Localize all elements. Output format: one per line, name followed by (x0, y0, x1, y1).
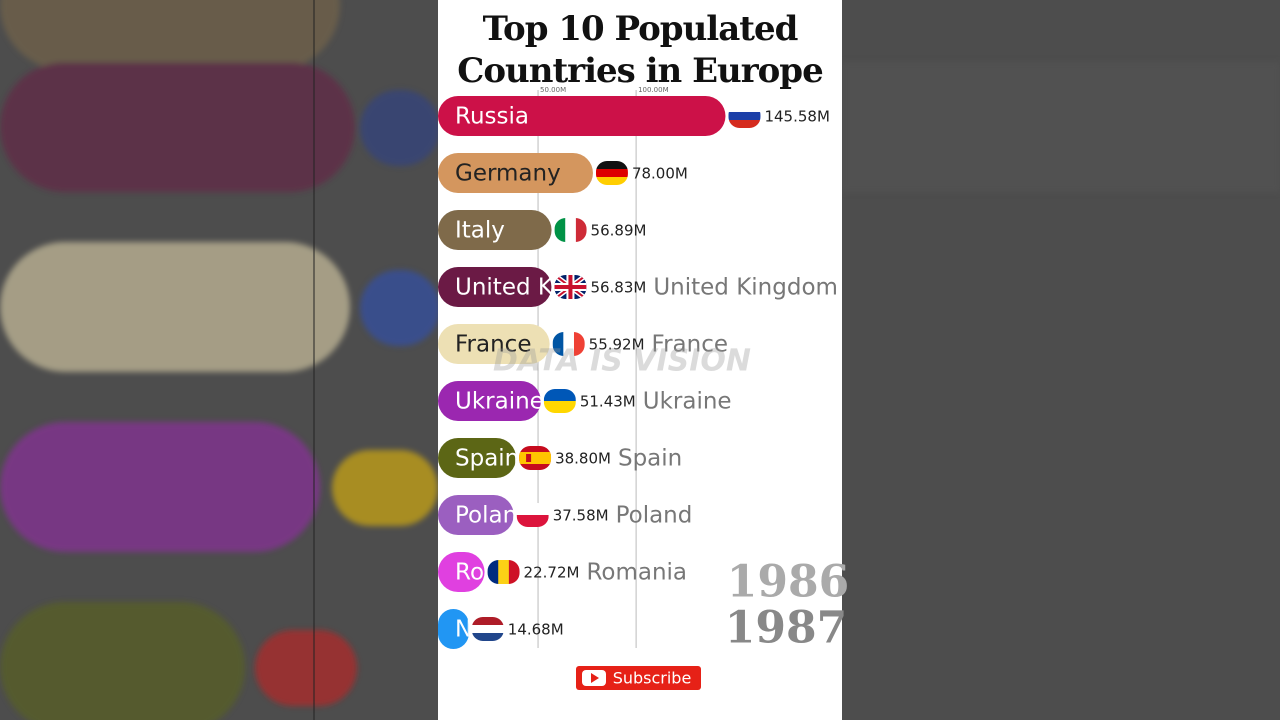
value-label: 38.80M (555, 450, 611, 468)
flag-stripe (565, 218, 577, 242)
value-label: 145.58M (764, 108, 829, 126)
flag-body (519, 446, 552, 470)
flag-body (728, 104, 761, 128)
flag-stripe (471, 625, 504, 633)
flag (554, 218, 587, 242)
flag (519, 446, 552, 470)
watermark: DATA IS VISION (493, 344, 751, 379)
flag (552, 332, 585, 356)
flag-body (554, 218, 587, 242)
value-label: 56.83M (590, 279, 646, 297)
flag-body (516, 503, 549, 527)
bar (438, 267, 552, 307)
flag-stripe (471, 617, 504, 625)
flag-stripe (487, 560, 499, 584)
x-tick-label: 100.00M (638, 86, 669, 94)
flag-stripe (595, 161, 628, 169)
flag (471, 617, 504, 641)
bar-label: Russia (455, 104, 529, 130)
bar (438, 609, 469, 649)
outside-label: Romania (586, 560, 687, 586)
flag (728, 104, 761, 128)
plot: 50.00M 100.00M Russia 145.58M Germany 78.00M I… (438, 86, 838, 649)
flag-stripe (519, 452, 552, 464)
flag (543, 389, 576, 413)
flag-stripe (554, 218, 566, 242)
value-label: 37.58M (553, 507, 609, 525)
flag-stripe (563, 332, 575, 356)
outside-label: United Kingdom (653, 275, 838, 301)
flag (595, 161, 628, 185)
flag-body (554, 275, 587, 299)
flag-stripe (516, 503, 549, 515)
value-label: 14.68M (508, 621, 564, 639)
bar (438, 96, 726, 136)
button-label[interactable]: Subscribe (613, 669, 692, 688)
flag-stripe (728, 112, 761, 120)
button-bg[interactable] (576, 666, 701, 690)
play-triangle[interactable] (591, 673, 599, 683)
flag-stripe (516, 515, 549, 527)
flag-stripe (543, 389, 576, 401)
chart-title: Top 10 Populated Countries in Europe (457, 9, 823, 91)
year-label: 1987 (725, 603, 847, 654)
value-label: 51.43M (580, 393, 636, 411)
bar (438, 381, 541, 421)
flag-stripe (508, 560, 520, 584)
bar-label: Germany (455, 161, 561, 187)
flag-stripe (526, 454, 532, 462)
outside-label: France (652, 332, 728, 358)
flag-body (471, 617, 504, 641)
bar-label: Ukraine (455, 389, 544, 415)
outside-label: Poland (616, 503, 693, 529)
bar-label: Italy (455, 218, 505, 244)
value-label: 78.00M (632, 165, 688, 183)
bar-label: Romania (455, 560, 556, 586)
flag-stripe (728, 120, 761, 128)
flag-stripe (595, 169, 628, 177)
bar (438, 438, 517, 478)
flag-body (552, 332, 585, 356)
flag-stripe (471, 633, 504, 641)
bar-label: France (455, 332, 531, 358)
value-label: 55.92M (589, 336, 645, 354)
flag-stripe (573, 332, 585, 356)
flag (554, 275, 587, 299)
flag-stripe (554, 285, 587, 289)
bar-label: Spain (455, 446, 519, 472)
bar-label: Poland (455, 503, 532, 529)
value-label: 22.72M (524, 564, 580, 582)
bar (438, 153, 593, 193)
bar (438, 210, 552, 250)
bar (438, 324, 550, 364)
flag (487, 560, 520, 584)
bar-label: N (455, 617, 472, 643)
flag-stripe (728, 104, 761, 112)
flag-stripe (575, 218, 587, 242)
flag-body (595, 161, 628, 185)
flag-stripe (552, 332, 564, 356)
value-label: 56.89M (591, 222, 647, 240)
subscribe-button[interactable]: Subscribe (576, 666, 701, 690)
x-tick-label: 50.00M (540, 86, 566, 94)
outside-label: Spain (618, 446, 682, 472)
year-label: 1986 (727, 557, 849, 608)
bar (438, 552, 485, 592)
flag-stripe (595, 177, 628, 185)
flag-body (487, 560, 520, 584)
outside-label: Ukraine (643, 389, 732, 415)
flag-body (543, 389, 576, 413)
bar-label: United Kingdom (455, 275, 640, 301)
flag-stripe (498, 560, 510, 584)
flag-stripe (543, 401, 576, 413)
flag (516, 503, 549, 527)
bar (438, 495, 514, 535)
